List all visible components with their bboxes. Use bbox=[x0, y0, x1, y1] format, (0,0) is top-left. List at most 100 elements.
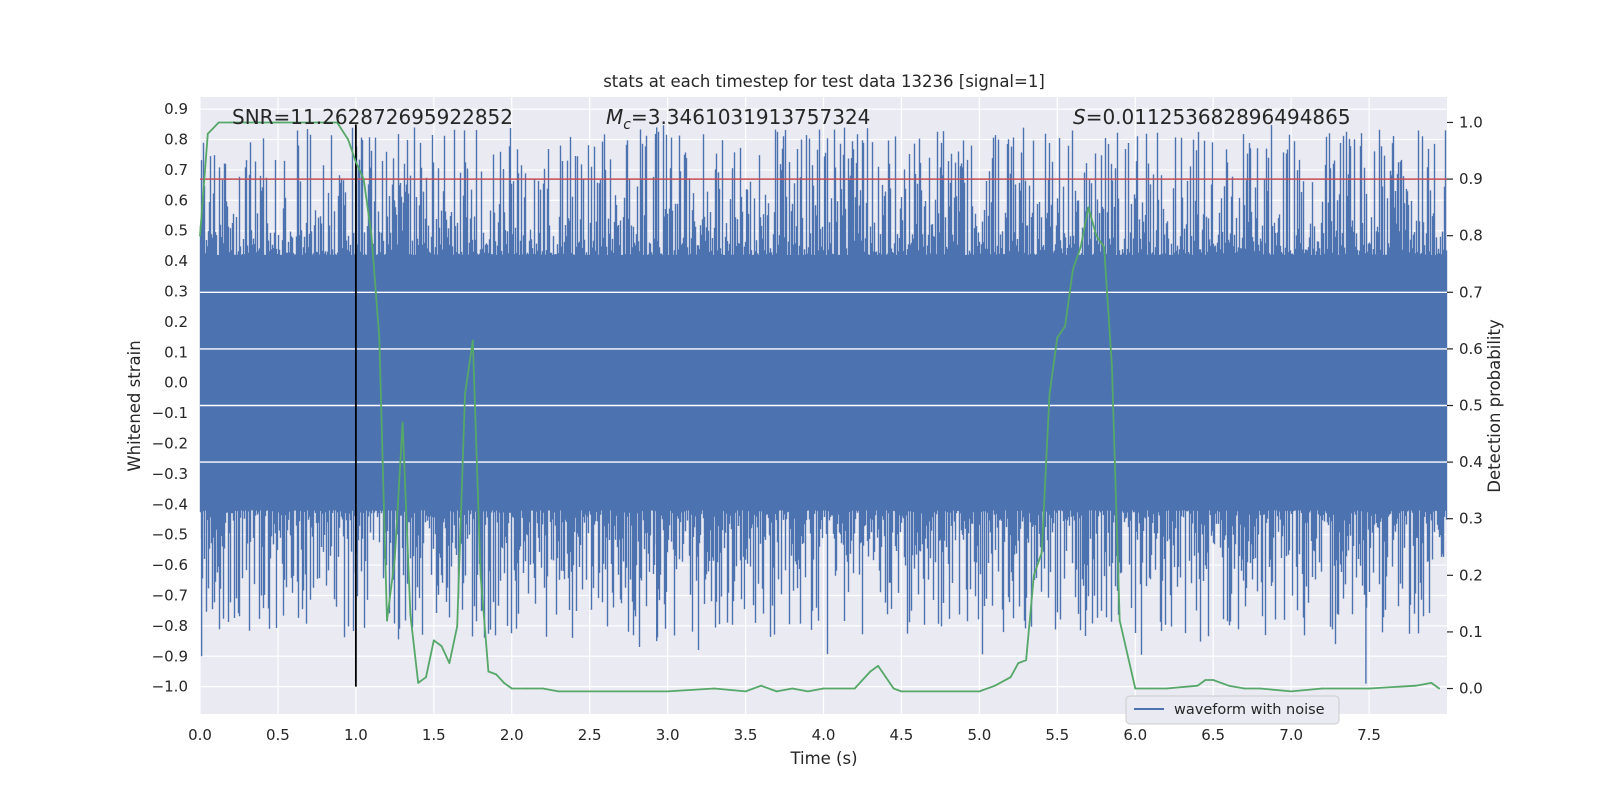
x-tick-label: 5.5 bbox=[1045, 726, 1069, 744]
probability-point bbox=[1110, 364, 1113, 367]
x-tick-label: 3.5 bbox=[734, 726, 758, 744]
y-tick-label: 0.0 bbox=[164, 374, 188, 392]
probability-point bbox=[1009, 676, 1012, 679]
probability-point bbox=[1017, 662, 1020, 664]
probability-point bbox=[230, 121, 233, 124]
probability-point bbox=[1438, 687, 1441, 690]
y2-tick-label: 0.0 bbox=[1459, 680, 1483, 698]
probability-point bbox=[245, 121, 248, 124]
probability-point bbox=[1064, 325, 1067, 328]
waveform-noise-path bbox=[199, 125, 1448, 684]
probability-point bbox=[588, 690, 591, 693]
legend: waveform with noise bbox=[1125, 695, 1340, 725]
probability-point bbox=[1118, 619, 1121, 622]
x-tick-label: 4.5 bbox=[890, 726, 914, 744]
probability-point bbox=[1204, 679, 1207, 681]
y-tick-label: 0.9 bbox=[164, 100, 188, 118]
y-tick-label: −1.0 bbox=[152, 678, 188, 696]
probability-point bbox=[526, 687, 529, 690]
probability-point bbox=[1227, 684, 1230, 687]
probability-line bbox=[199, 121, 1440, 693]
x-tick-label: 7.0 bbox=[1279, 726, 1303, 744]
probability-point bbox=[1103, 246, 1105, 248]
probability-point bbox=[1290, 690, 1293, 693]
y2-tick-label: 0.2 bbox=[1459, 566, 1483, 584]
probability-point bbox=[456, 625, 459, 628]
y-tick-label: 0.6 bbox=[164, 191, 188, 209]
probability-point bbox=[393, 557, 396, 560]
probability-point bbox=[1126, 653, 1129, 656]
probability-point bbox=[432, 639, 435, 642]
probability-point bbox=[1095, 234, 1098, 237]
legend-box bbox=[1125, 695, 1340, 725]
probability-point bbox=[791, 687, 794, 690]
probability-point bbox=[417, 681, 420, 684]
s-annotation: S=0.011253682896494865 bbox=[1073, 105, 1351, 129]
y2-tick-label: 0.1 bbox=[1459, 623, 1483, 641]
probability-point bbox=[409, 614, 412, 616]
y-tick-label: 0.2 bbox=[164, 313, 188, 331]
y-tick-label: 0.4 bbox=[164, 252, 188, 270]
probability-point bbox=[1430, 681, 1433, 684]
y-tick-label: 0.7 bbox=[164, 161, 188, 179]
probability-point bbox=[510, 687, 513, 690]
y-axis-title: Whitened strain bbox=[125, 340, 144, 471]
chart-title: stats at each timestep for test data 132… bbox=[603, 72, 1045, 91]
probability-point bbox=[464, 393, 466, 396]
probability-series bbox=[199, 121, 1441, 693]
probability-point bbox=[884, 676, 887, 679]
y-tick-label: −0.8 bbox=[152, 617, 188, 635]
probability-point bbox=[1212, 679, 1215, 681]
probability-point bbox=[994, 684, 996, 687]
probability-point bbox=[1414, 684, 1417, 687]
probability-point bbox=[199, 234, 201, 237]
chirp-mass-annotation: Mc=3.3461031913757324 bbox=[606, 105, 870, 133]
x-tick-label: 6.0 bbox=[1123, 726, 1147, 744]
x-tick-label: 6.5 bbox=[1201, 726, 1225, 744]
probability-point bbox=[1079, 246, 1082, 248]
probability-point bbox=[217, 121, 220, 124]
probability-point bbox=[1025, 659, 1028, 662]
probability-point bbox=[1196, 684, 1199, 687]
probability-point bbox=[713, 687, 716, 690]
y-tick-label: −0.1 bbox=[152, 404, 188, 422]
probability-point bbox=[1259, 687, 1261, 690]
probability-point bbox=[308, 121, 311, 124]
y2-tick-label: 0.9 bbox=[1459, 170, 1483, 188]
probability-point bbox=[947, 690, 950, 693]
probability-point bbox=[503, 681, 505, 684]
probability-point bbox=[666, 690, 669, 693]
x-tick-label: 4.0 bbox=[812, 726, 836, 744]
s-symbol: S bbox=[1073, 105, 1086, 129]
x-tick-label: 2.0 bbox=[500, 726, 524, 744]
probability-point bbox=[760, 684, 763, 687]
y-tick-label: 0.3 bbox=[164, 283, 188, 301]
axis-ticks: 0.0 0.5 1.0 1.5 2.0 2.5 3.0 3.5 4.0 4.5 5.0 5.5 6.0 6… bbox=[152, 100, 1483, 744]
y2-tick-label: 0.7 bbox=[1459, 283, 1483, 301]
y-tick-label: 0.5 bbox=[164, 222, 188, 240]
probability-point bbox=[1368, 687, 1370, 690]
probability-point bbox=[323, 121, 326, 124]
y-tick-label: 0.8 bbox=[164, 131, 188, 149]
probability-point bbox=[440, 645, 443, 647]
probability-point bbox=[892, 687, 895, 690]
probability-point bbox=[542, 687, 544, 690]
waveform-series bbox=[199, 125, 1448, 684]
probability-point bbox=[354, 161, 357, 163]
x-tick-label: 2.5 bbox=[578, 726, 602, 744]
y-tick-label: −0.5 bbox=[152, 526, 188, 544]
probability-point bbox=[1149, 687, 1152, 690]
x-axis-title: Time (s) bbox=[789, 749, 857, 768]
probability-point bbox=[1048, 393, 1051, 396]
chirp-mass-value: =3.3461031913757324 bbox=[631, 105, 870, 129]
y2-tick-label: 0.8 bbox=[1459, 227, 1483, 245]
probability-point bbox=[401, 421, 404, 424]
x-tick-label: 3.0 bbox=[656, 726, 680, 744]
y2-tick-label: 0.5 bbox=[1459, 397, 1483, 415]
x-tick-label: 5.0 bbox=[967, 726, 991, 744]
probability-point bbox=[619, 690, 622, 693]
y-tick-label: −0.7 bbox=[152, 586, 188, 604]
y-tick-label: −0.2 bbox=[152, 434, 188, 452]
